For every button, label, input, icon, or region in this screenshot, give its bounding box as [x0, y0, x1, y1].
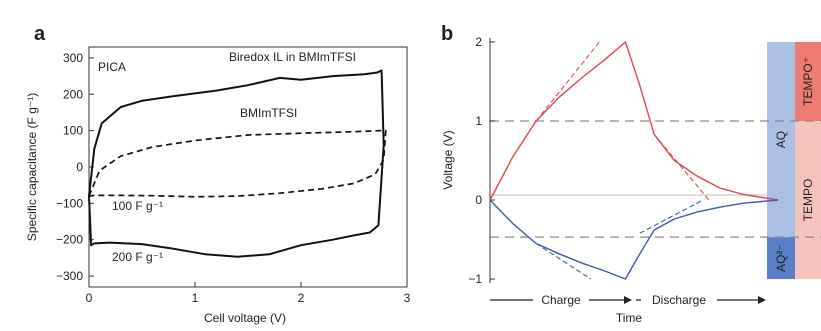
annotation-biredox-il: Biredox IL in BMImTFSI	[229, 50, 356, 64]
panel-b-y-tick-label: 2	[475, 35, 482, 49]
panel-b-series	[489, 41, 779, 280]
redox-band-label: TEMPO	[801, 179, 815, 222]
redox-band	[767, 237, 795, 280]
panel-a-series-1	[88, 129, 387, 198]
panel-a-y-tick-label: 0	[76, 160, 83, 174]
annotation-100: 100 F g⁻¹	[112, 199, 163, 213]
discharge-arrow-head	[758, 296, 766, 304]
redox-band	[795, 120, 821, 280]
panel-a-x-tick-label: 2	[298, 291, 305, 305]
panel-b-redox-bands: AQ AQ²⁻ TEMPO⁺ TEMPO	[767, 41, 821, 280]
panel-a: 300 200 100 0 −100 −200 −300 0 1 2 3 PICA Biredox…	[25, 46, 411, 325]
panel-a-x-label: Cell voltage (V)	[204, 311, 286, 325]
panel-b-series-positive-dashed-discharge	[653, 134, 710, 201]
panel-b-reference-lines	[490, 120, 821, 238]
panel-a-y-tick-label: −300	[56, 269, 83, 283]
phase-label-discharge: Discharge	[652, 293, 706, 307]
panel-b-series-negative	[489, 199, 779, 280]
panel-b-series-positive	[489, 41, 779, 201]
annotation-pica: PICA	[98, 60, 126, 74]
discharge-label-bg	[641, 291, 717, 307]
panel-letter-a: a	[34, 23, 46, 45]
panel-b-y-tick-label: 1	[475, 114, 482, 128]
panel-a-series-0	[88, 69, 385, 258]
panel-a-y-tick-label: 100	[63, 124, 83, 138]
panel-b-series-positive-dashed-charge	[535, 41, 600, 122]
annotation-200: 200 F g⁻¹	[112, 250, 163, 264]
redox-band-label: TEMPO⁺	[801, 57, 815, 106]
panel-b-x-label: Time	[616, 311, 643, 325]
panel-b: AQ AQ²⁻ TEMPO⁺ TEMPO 2 1 0 −1 Charge Discharge…	[441, 35, 821, 325]
redox-band	[767, 41, 795, 238]
phase-label-charge: Charge	[541, 293, 581, 307]
redox-band	[795, 41, 821, 121]
panel-a-x-tick-label: 0	[86, 291, 93, 305]
panel-b-y-ticks: 2 1 0 −1	[468, 35, 495, 286]
panel-a-x-tick-label: 3	[404, 291, 411, 305]
charge-arrow-head	[624, 296, 632, 304]
panel-b-y-label: Voltage (V)	[441, 130, 455, 189]
annotation-bmimtfsi: BMImTFSI	[240, 106, 297, 120]
panel-b-series-negative-dashed-charge	[535, 243, 592, 280]
panel-a-y-label: Specific capacitance (F g⁻¹)	[25, 93, 39, 241]
panel-a-y-ticks: 300 200 100 0 −100 −200 −300	[56, 51, 94, 283]
panel-a-series	[88, 69, 387, 258]
panel-a-x-ticks: 0 1 2 3	[86, 282, 411, 305]
panel-a-y-tick-label: 200	[63, 87, 83, 101]
panel-letter-b: b	[441, 23, 453, 45]
charge-label-bg	[533, 291, 589, 307]
panel-a-y-tick-label: 300	[63, 51, 83, 65]
panel-b-y-tick-label: 0	[475, 193, 482, 207]
panel-a-y-tick-label: −200	[56, 233, 83, 247]
panel-b-y-tick-label: −1	[468, 272, 482, 286]
panel-a-x-tick-label: 1	[192, 291, 199, 305]
panel-a-y-tick-label: −100	[56, 196, 83, 210]
redox-band-label: AQ²⁻	[774, 244, 788, 272]
redox-band-label: AQ	[774, 131, 788, 148]
panel-b-series-negative-dashed-discharge	[639, 199, 704, 234]
